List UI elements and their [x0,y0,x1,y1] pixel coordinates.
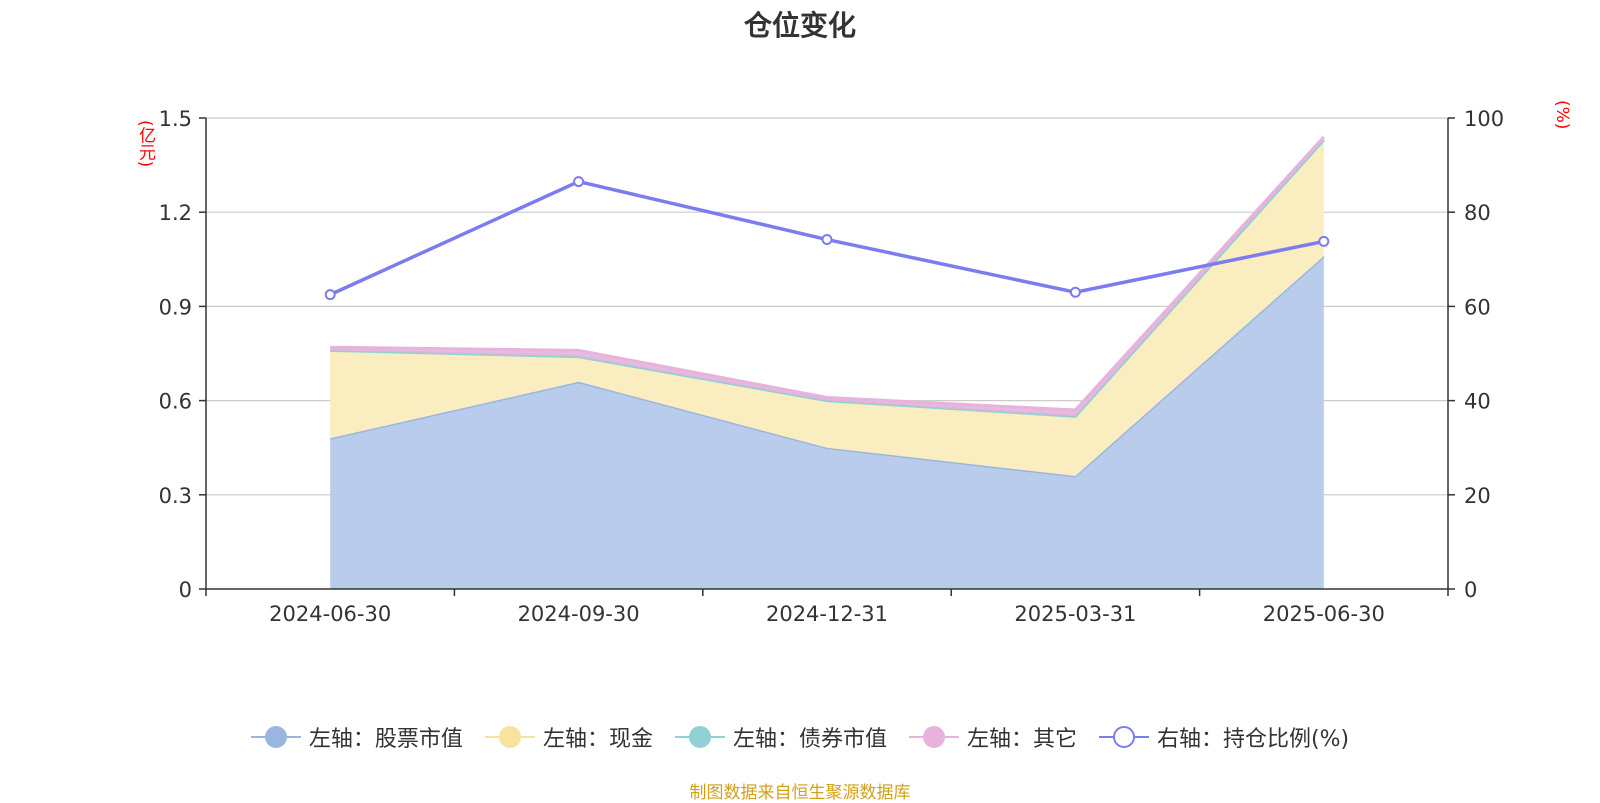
chart-title: 仓位变化 [743,9,856,42]
legend-label-stock: 左轴：股票市值 [308,727,463,752]
legend-item-cash[interactable]: 左轴：现金 [484,721,653,753]
legend-label-ratio: 右轴：持仓比例(%) [1156,727,1350,752]
ratio-point [1069,286,1081,298]
right-axis-tick-label: 40 [1464,390,1491,414]
chart-legend: 左轴：股票市值 左轴：现金 左轴：债券市值 左轴：其它 右轴：持仓比例(%) [0,720,1600,754]
right-axis-tick-label: 0 [1464,578,1477,602]
left-axis-tick-label: 0.9 [159,295,192,319]
ratio-point [324,289,336,301]
area-edge-other [330,135,1325,412]
left-axis-unit: (亿元) [135,120,155,168]
ratio-point [573,176,585,188]
area-cash [330,139,1324,476]
left-axis-tick-label: 0.3 [159,484,192,508]
x-axis-tick-label: 2024-06-30 [269,602,391,626]
data-source-note: 制图数据来自恒生聚源数据库 [689,783,911,803]
legend-marker-other [908,723,959,751]
x-axis-tick-label: 2024-12-31 [766,602,888,626]
x-axis-tick-label: 2025-03-31 [1014,602,1136,626]
ratio-point [821,234,833,246]
legend-label-other: 左轴：其它 [966,727,1077,752]
x-axis-tick-label: 2025-06-30 [1263,602,1385,626]
right-axis-tick-label: 20 [1464,484,1491,508]
stacked-areas [329,135,1325,589]
ratio-point [1318,235,1330,247]
left-axis-tick-label: 1.2 [159,201,192,225]
legend-marker-cash [484,723,535,751]
left-axis-tick-label: 0.6 [159,390,192,414]
right-axis-tick-label: 100 [1464,107,1504,131]
area-stock [330,256,1324,589]
legend-label-cash: 左轴：现金 [542,727,653,752]
right-axis-tick-label: 80 [1464,201,1491,225]
left-axis-tick-label: 0 [179,578,192,602]
legend-marker-ratio [1098,723,1149,751]
right-axis-tick-label: 60 [1464,295,1491,319]
x-axis-tick-label: 2024-09-30 [518,602,640,626]
ratio-line [324,176,1330,301]
legend-item-other[interactable]: 左轴：其它 [908,721,1077,753]
right-axis-unit: (%) [1552,100,1572,130]
legend-item-ratio[interactable]: 右轴：持仓比例(%) [1098,721,1350,753]
legend-marker-bond [674,723,725,751]
legend-label-bond: 左轴：债券市值 [732,727,887,752]
legend-marker-stock [250,723,301,751]
axes [199,117,1455,596]
legend-item-stock[interactable]: 左轴：股票市值 [250,721,463,753]
legend-item-bond[interactable]: 左轴：债券市值 [674,721,887,753]
left-axis-tick-label: 1.5 [159,107,192,131]
tick-labels: 0 0.3 0.6 0.9 1.2 1.5 0 20 40 60 80 100 2024-06-30 20… [159,107,1505,626]
